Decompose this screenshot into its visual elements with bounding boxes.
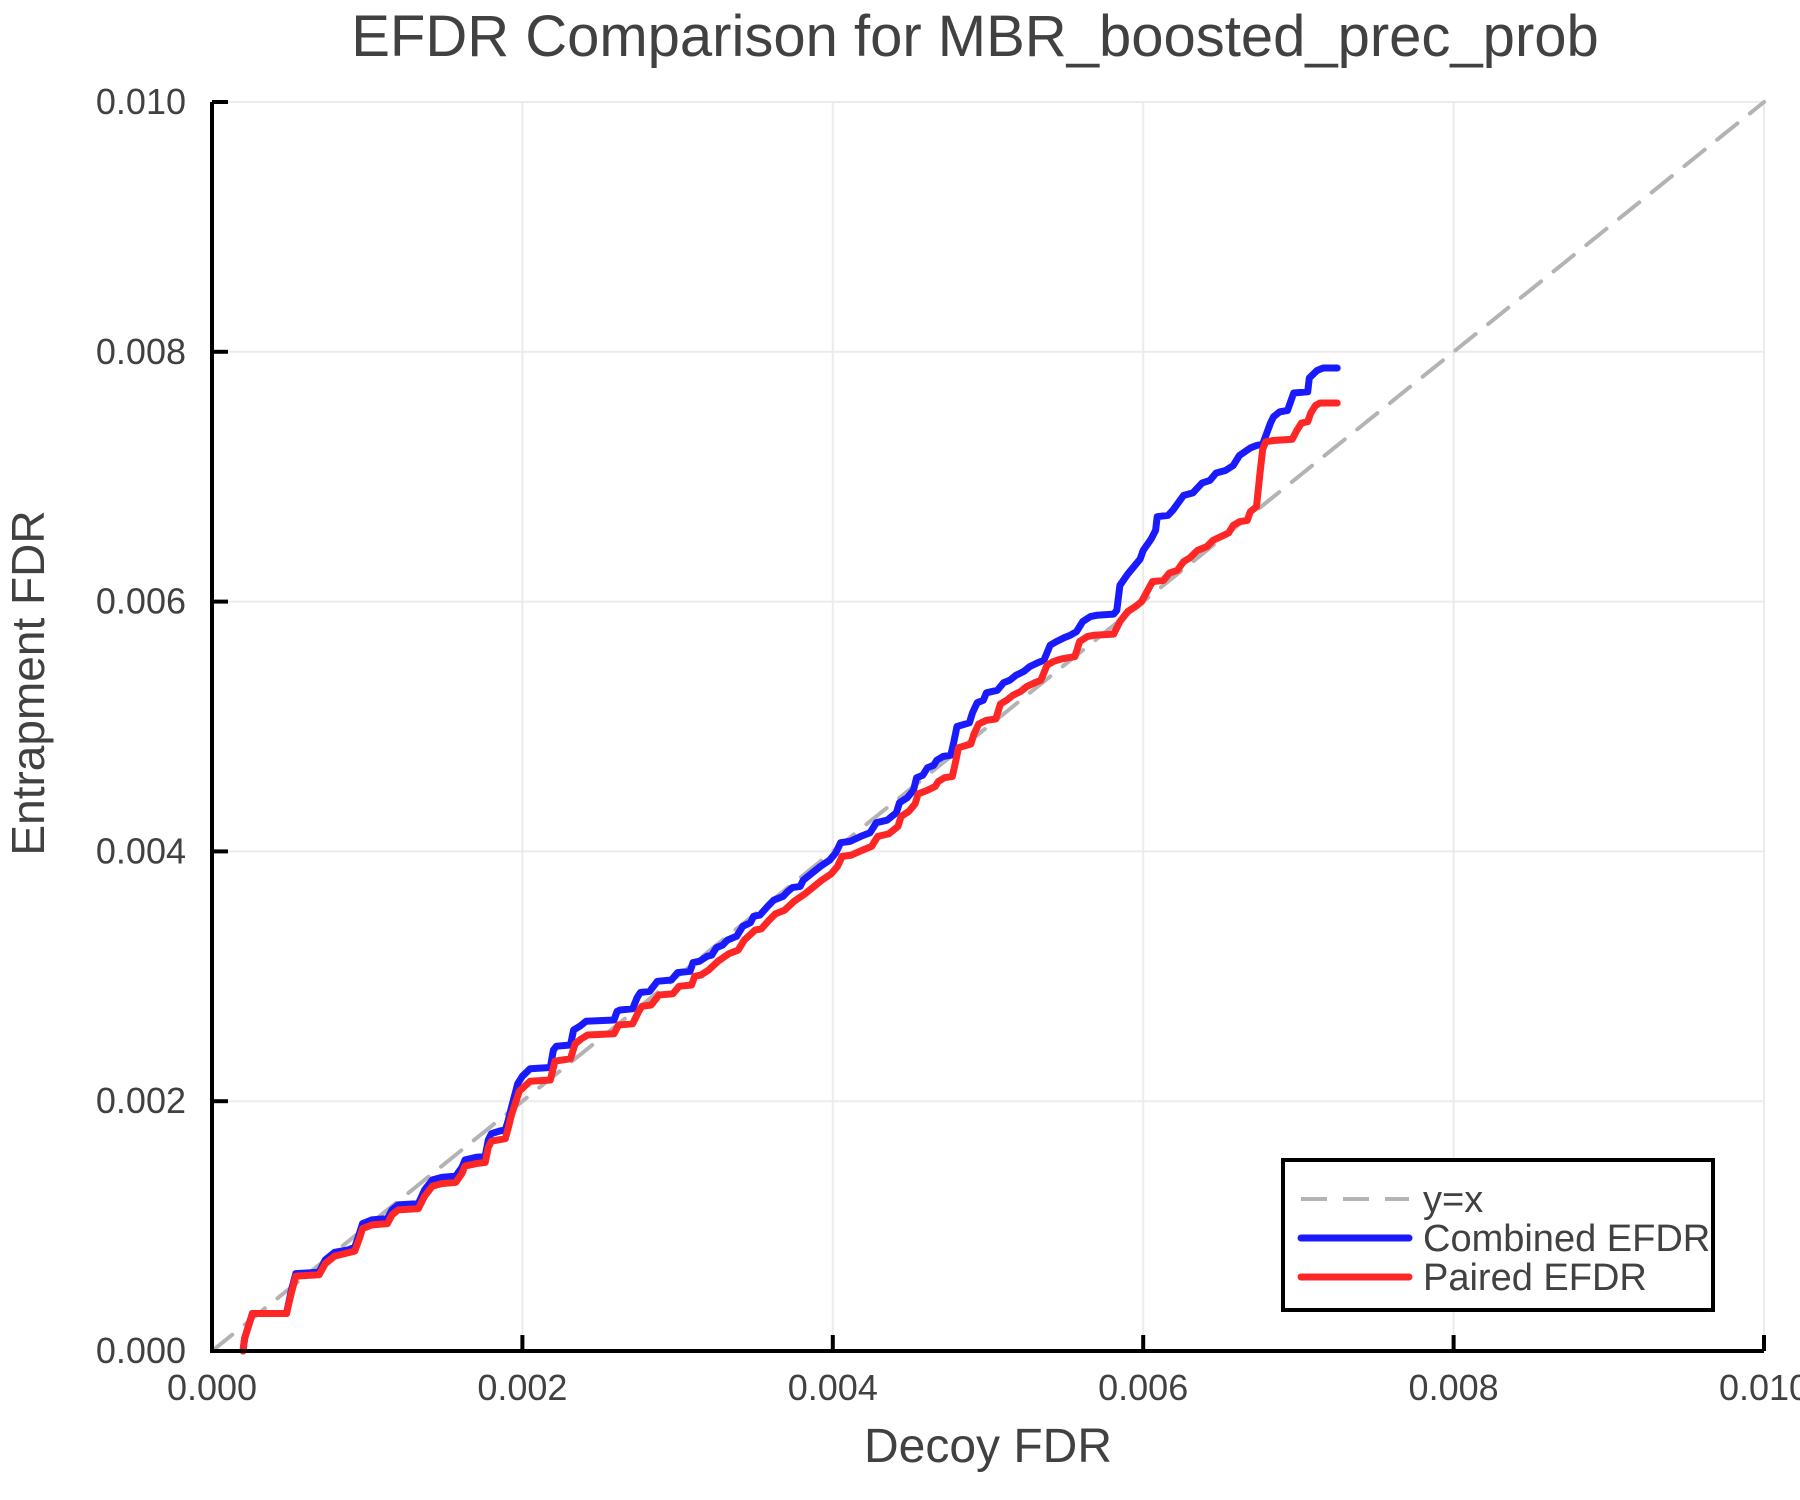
axes-layer	[210, 102, 1764, 1353]
y-tick-label: 0.002	[96, 1080, 186, 1121]
x-tick-label: 0.000	[167, 1367, 257, 1408]
x-tick-label: 0.006	[1098, 1367, 1188, 1408]
y-tick-label: 0.008	[96, 331, 186, 372]
chart-title: EFDR Comparison for MBR_boosted_prec_pro…	[351, 4, 1599, 69]
combined-efdr-line	[239, 364, 1341, 1355]
x-axis-label: Decoy FDR	[864, 1420, 1112, 1473]
y-tick-label: 0.010	[96, 81, 186, 122]
y-tick-label: 0.004	[96, 830, 186, 871]
legend-label-identity: y=x	[1423, 1179, 1483, 1221]
y-tick-label: 0.006	[96, 581, 186, 622]
x-tick-label: 0.004	[788, 1367, 878, 1408]
y-tick-label: 0.000	[96, 1330, 186, 1371]
legend: y=x Combined EFDR Paired EFDR	[1281, 1158, 1715, 1312]
legend-label-paired-efdr: Paired EFDR	[1423, 1257, 1647, 1299]
tick-layer: 0.000 0.002 0.004 0.006 0.008 0.010 0.000 0.002…	[96, 81, 1800, 1408]
x-tick-label: 0.002	[477, 1367, 567, 1408]
identity-line	[210, 100, 1766, 1353]
x-tick-label: 0.008	[1409, 1367, 1499, 1408]
y-axis-label: Entrapment FDR	[2, 510, 54, 855]
legend-label-combined-efdr: Combined EFDR	[1423, 1218, 1710, 1260]
paired-efdr-line	[239, 399, 1341, 1355]
series-layer	[210, 100, 1766, 1355]
x-tick-label: 0.010	[1719, 1367, 1800, 1408]
